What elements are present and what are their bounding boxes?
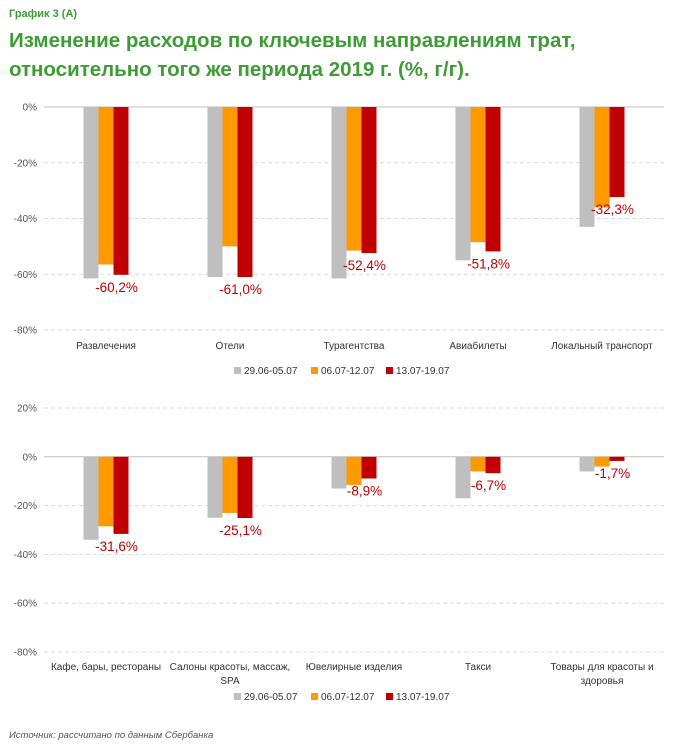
- y-tick-label-0-2: -40%: [14, 214, 37, 225]
- bar-1-0-2: [113, 456, 129, 534]
- bar-1-4-1: [594, 456, 610, 467]
- bar-0-4-1: [594, 107, 610, 208]
- chart-title-line-2: относительно того же периода 2019 г. (%,…: [9, 58, 470, 81]
- category-label-1-2: Ювелирные изделия: [306, 662, 402, 673]
- bar-0-2-1: [346, 107, 362, 251]
- bar-1-2-1: [346, 456, 362, 485]
- data-label-0-2: -52,4%: [343, 258, 386, 273]
- bar-1-3-1: [470, 456, 486, 472]
- y-tick-label-0-1: -20%: [14, 158, 37, 169]
- bar-0-3-0: [455, 107, 471, 261]
- y-tick-label-1-3: -40%: [14, 550, 37, 561]
- data-label-0-3: -51,8%: [467, 256, 510, 271]
- data-label-1-3: -6,7%: [471, 478, 506, 493]
- bar-1-3-2: [485, 456, 501, 474]
- category-label-1-1: Салоны красоты, массаж,: [170, 662, 291, 673]
- data-label-0-4: -32,3%: [591, 202, 634, 217]
- bar-0-1-2: [237, 107, 253, 278]
- source-note: Источник: рассчитано по данным Сбербанка: [9, 730, 214, 741]
- chart-title-line-1: Изменение расходов по ключевым направлен…: [9, 29, 576, 52]
- bar-1-2-0: [331, 456, 347, 489]
- bar-1-1-0: [207, 456, 223, 518]
- category-label-1-3: Такси: [465, 662, 491, 673]
- bar-1-4-2: [609, 456, 625, 461]
- bar-0-4-2: [609, 107, 625, 198]
- y-tick-label-0-3: -60%: [14, 270, 37, 281]
- chart-label: График 3 (А): [9, 8, 78, 20]
- category-label-1-4-line1: здоровья: [581, 676, 624, 687]
- legend-swatch-0-0: [234, 367, 241, 374]
- category-label-1-4: Товары для красоты и: [550, 662, 653, 673]
- category-label-1-1-line1: SPA: [220, 676, 240, 687]
- legend-label-0-0: 29.06-05.07: [244, 366, 298, 377]
- y-tick-label-1-2: -20%: [14, 501, 37, 512]
- legend-label-1-1: 06.07-12.07: [321, 692, 375, 703]
- legend-swatch-1-2: [386, 693, 393, 700]
- data-label-1-1: -25,1%: [219, 523, 262, 538]
- legend-swatch-1-0: [234, 693, 241, 700]
- legend-label-0-1: 06.07-12.07: [321, 366, 375, 377]
- bar-1-3-0: [455, 456, 471, 499]
- bar-0-2-2: [361, 107, 377, 254]
- y-tick-label-1-4: -60%: [14, 599, 37, 610]
- legend-label-1-0: 29.06-05.07: [244, 692, 298, 703]
- bar-0-0-1: [98, 107, 114, 265]
- y-tick-label-1-1: 0%: [23, 452, 38, 463]
- legend-label-1-2: 13.07-19.07: [396, 692, 450, 703]
- y-tick-label-1-5: -80%: [14, 648, 37, 659]
- bar-1-4-0: [579, 456, 595, 472]
- y-tick-label-0-4: -80%: [14, 326, 37, 337]
- legend-swatch-0-1: [311, 367, 318, 374]
- bar-1-1-1: [222, 456, 238, 513]
- data-label-0-0: -60,2%: [95, 280, 138, 295]
- legend-swatch-0-2: [386, 367, 393, 374]
- bar-0-3-1: [470, 107, 486, 243]
- bar-0-3-2: [485, 107, 501, 252]
- bar-0-0-0: [83, 107, 99, 279]
- y-tick-label-1-0: 20%: [17, 404, 37, 415]
- bar-0-1-1: [222, 107, 238, 247]
- legend-label-0-2: 13.07-19.07: [396, 366, 450, 377]
- data-label-0-1: -61,0%: [219, 282, 262, 297]
- category-label-0-0: Развлечения: [76, 341, 136, 352]
- category-label-0-3: Авиабилеты: [449, 340, 506, 352]
- bar-1-0-1: [98, 456, 114, 527]
- category-label-0-2: Турагентства: [324, 341, 385, 352]
- data-label-1-2: -8,9%: [347, 484, 382, 499]
- bar-1-2-2: [361, 456, 377, 479]
- bar-1-0-0: [83, 456, 99, 540]
- bar-1-1-2: [237, 456, 253, 519]
- legend-swatch-1-1: [311, 693, 318, 700]
- data-label-1-4: -1,7%: [595, 466, 630, 481]
- data-label-1-0: -31,6%: [95, 539, 138, 554]
- bar-0-2-0: [331, 107, 347, 279]
- bar-0-4-0: [579, 107, 595, 227]
- chart-title: Изменение расходов по ключевым направлен…: [9, 26, 679, 84]
- y-tick-label-0-0: 0%: [23, 103, 38, 114]
- bar-0-1-0: [207, 107, 223, 278]
- bar-0-0-2: [113, 107, 129, 275]
- category-label-0-1: Отели: [216, 341, 245, 352]
- category-label-1-0: Кафе, бары, рестораны: [51, 661, 161, 673]
- category-label-0-4: Локальный транспорт: [551, 341, 653, 352]
